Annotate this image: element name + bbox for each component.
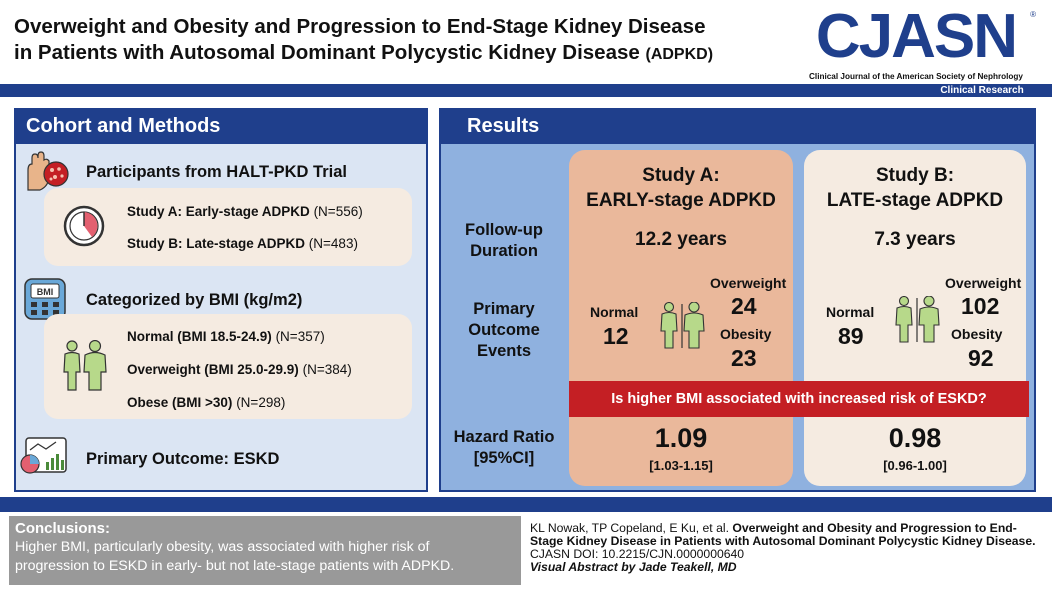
obese-bmi-line: Obese (BMI >30) (N=298) [127, 395, 285, 410]
followup-label-2: Duration [470, 242, 538, 260]
study-b-title-1: Study B: [875, 165, 955, 186]
participants-box [44, 188, 412, 266]
question-banner: Is higher BMI associated with increased … [569, 381, 1029, 417]
events-label-1: Primary [473, 300, 535, 318]
study-b-hr: 0.98 [888, 423, 942, 453]
study-b-people-icon [895, 296, 940, 343]
normal-bmi-label: Normal (BMI 18.5-24.9) [127, 329, 272, 344]
bmi-icon-text: BMI [37, 287, 54, 297]
hazard-ratio-label: Hazard Ratio [95%CI] [446, 427, 562, 469]
citation-credit: Visual Abstract by Jade Teakell, MD [530, 560, 737, 574]
obese-bmi-label: Obese (BMI >30) [127, 395, 233, 410]
overweight-bmi-label: Overweight (BMI 25.0-29.9) [127, 362, 299, 377]
participants-heading: Participants from HALT-PKD Trial [86, 163, 347, 181]
study-a-obesity-value: 23 [731, 345, 757, 371]
hand-blood-cell-icon [27, 151, 69, 191]
study-b-title: Study B: LATE-stage ADPKD [804, 163, 1026, 213]
obese-bmi-n: (N=298) [236, 395, 286, 410]
hr-label-2: [95%CI] [473, 449, 535, 467]
title-line-2-text: in Patients with Autosomal Dominant Poly… [14, 41, 640, 64]
cohort-panel [14, 108, 428, 492]
study-a-n: (N=556) [313, 204, 363, 219]
study-b-overweight-value: 102 [961, 293, 1000, 319]
bmi-scale-icon: BMI [24, 278, 66, 320]
study-b-label: Study B: Late-stage ADPKD [127, 236, 306, 251]
results-heading: Results [439, 108, 1036, 144]
events-label: Primary Outcome Events [449, 299, 559, 362]
followup-label-1: Follow-up [465, 221, 543, 239]
study-a-title: Study A: EARLY-stage ADPKD [569, 163, 793, 213]
study-a-obesity-label: Obesity [720, 326, 772, 342]
study-a-title-1: Study A: [642, 165, 720, 186]
citation-title: Overweight and Obesity and Progression t… [530, 521, 1036, 548]
conclusions-box: Conclusions: Higher BMI, particularly ob… [9, 516, 521, 585]
logo-registered: ® [1030, 10, 1036, 19]
study-a-title-2: EARLY-stage ADPKD [586, 190, 776, 211]
study-b-n: (N=483) [308, 236, 358, 251]
study-b-followup: 7.3 years [874, 229, 956, 250]
conclusions-heading: Conclusions: [15, 520, 111, 537]
study-a-normal-value: 12 [603, 323, 629, 349]
normal-bmi-n: (N=357) [275, 329, 325, 344]
citation: KL Nowak, TP Copeland, E Ku, et al. Over… [530, 522, 1042, 574]
title-line-1: Overweight and Obesity and Progression t… [14, 15, 706, 38]
study-b-normal-label: Normal [826, 304, 875, 320]
study-a-line: Study A: Early-stage ADPKD (N=556) [127, 204, 363, 219]
events-label-3: Events [476, 342, 532, 360]
title-abbr: (ADPKD) [645, 46, 714, 63]
study-a-card [569, 150, 793, 486]
study-b-card [804, 150, 1026, 486]
study-a-normal-label: Normal [590, 304, 639, 320]
followup-label: Follow-up Duration [449, 220, 559, 262]
conclusions-line-2: progression to ESKD in early- but not la… [15, 558, 455, 574]
citation-authors: KL Nowak, TP Copeland, E Ku, et al. [530, 521, 729, 535]
study-b-obesity-value: 92 [968, 345, 994, 371]
study-a-overweight-value: 24 [731, 293, 757, 319]
clock-icon [63, 205, 105, 247]
study-b-obesity-label: Obesity [951, 326, 1003, 342]
study-a-hr: 1.09 [654, 423, 708, 453]
study-b-normal-value: 89 [838, 323, 864, 349]
cjasn-logo: CJASN ® Clinical Journal of the American… [794, 2, 1038, 81]
study-b-title-2: LATE-stage ADPKD [826, 190, 1004, 211]
bmi-heading: Categorized by BMI (kg/m2) [86, 291, 303, 309]
overweight-bmi-line: Overweight (BMI 25.0-29.9) (N=384) [127, 362, 352, 377]
study-a-followup: 12.2 years [635, 229, 727, 250]
conclusions-line-1: Higher BMI, particularly obesity, was as… [15, 539, 430, 555]
study-a-ci: [1.03-1.15] [649, 458, 713, 473]
top-divider-bar [0, 84, 1052, 97]
clinical-research-tag: Clinical Research [940, 85, 1024, 96]
chart-report-icon [20, 437, 67, 474]
logo-text: CJASN [815, 2, 1018, 71]
study-a-people-icon [660, 302, 705, 349]
study-a-label: Study A: Early-stage ADPKD [127, 204, 310, 219]
page-title: Overweight and Obesity and Progression t… [14, 14, 794, 68]
study-b-line: Study B: Late-stage ADPKD (N=483) [127, 236, 358, 251]
study-a-overweight-label: Overweight [710, 275, 787, 291]
logo-subtitle: Clinical Journal of the American Society… [809, 72, 1023, 81]
people-body-icon [63, 340, 107, 391]
cohort-heading: Cohort and Methods [14, 108, 428, 144]
overweight-bmi-n: (N=384) [302, 362, 352, 377]
study-b-overweight-label: Overweight [945, 275, 1022, 291]
study-b-ci: [0.96-1.00] [883, 458, 947, 473]
primary-outcome: Primary Outcome: ESKD [86, 450, 280, 468]
events-label-2: Outcome [468, 321, 540, 339]
bottom-divider-bar [0, 497, 1052, 512]
citation-doi: CJASN DOI: 10.2215/CJN.0000000640 [530, 547, 745, 561]
title-line-2: in Patients with Autosomal Dominant Poly… [14, 40, 794, 68]
normal-bmi-line: Normal (BMI 18.5-24.9) (N=357) [127, 329, 325, 344]
hr-label-1: Hazard Ratio [453, 428, 555, 446]
